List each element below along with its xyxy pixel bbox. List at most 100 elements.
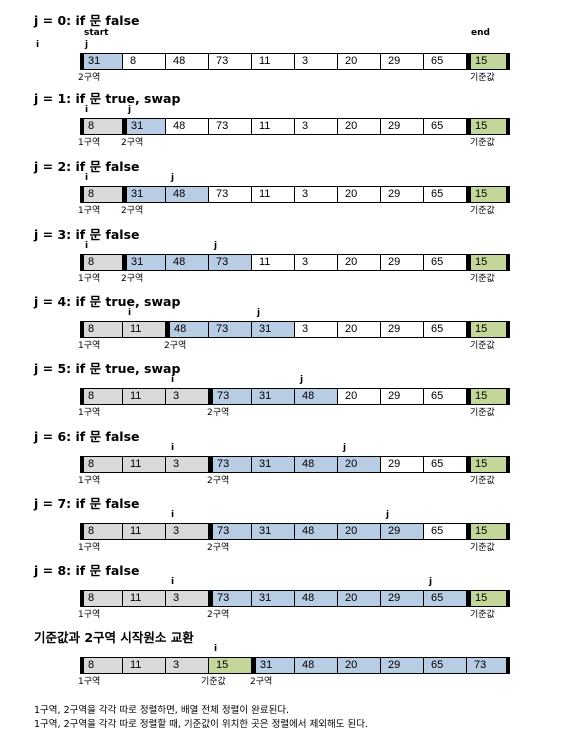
array-cell: 3 xyxy=(295,254,338,271)
array-cell: 8 xyxy=(80,523,123,540)
array-cell: 31 xyxy=(252,456,295,473)
j-pointer: j xyxy=(214,241,218,251)
array-cell: 65 xyxy=(424,456,467,473)
step-title: j = 4: if 문 true, swap xyxy=(34,294,181,309)
i-pointer: i xyxy=(85,173,89,183)
array-cell: 29 xyxy=(381,657,424,674)
array-cell: 11 xyxy=(123,388,166,405)
region1-label: 1구역 xyxy=(78,408,101,418)
array-cell: 65 xyxy=(424,186,467,203)
array-cell: 29 xyxy=(381,590,424,607)
pivot-label: 기준값 xyxy=(470,274,495,284)
array-cell: 20 xyxy=(338,118,381,135)
array-cell: 15 xyxy=(467,456,510,473)
j-pointer: j xyxy=(429,577,433,587)
j-pointer: j xyxy=(128,105,132,115)
step-title: j = 1: if 문 true, swap xyxy=(34,91,181,106)
pivot-label: 기준값 xyxy=(201,677,226,687)
pivot-label: 기준값 xyxy=(470,543,495,553)
array-cell: 20 xyxy=(338,254,381,271)
i-pointer: i xyxy=(214,644,218,654)
array-cell: 3 xyxy=(295,118,338,135)
array-cell: 48 xyxy=(295,456,338,473)
region1-label: 1구역 xyxy=(78,476,101,486)
array-cell: 73 xyxy=(209,590,252,607)
array-cell: 3 xyxy=(295,321,338,338)
array-cell: 31 xyxy=(252,523,295,540)
array-cell: 31 xyxy=(123,254,166,271)
array-cell: 65 xyxy=(424,118,467,135)
array-cell: 20 xyxy=(338,657,381,674)
array-cell: 8 xyxy=(80,254,123,271)
array-cell: 48 xyxy=(166,118,209,135)
step-title: j = 5: if 문 true, swap xyxy=(34,361,181,376)
array-cell: 48 xyxy=(166,186,209,203)
pivot-label: 기준값 xyxy=(470,476,495,486)
region1-label: 1구역 xyxy=(78,543,101,553)
j-pointer: j xyxy=(257,308,261,318)
array-cell: 31 xyxy=(252,388,295,405)
step-title: j = 8: if 문 false xyxy=(34,563,140,578)
array-cell: 11 xyxy=(123,523,166,540)
array-row: 8 31 48 73 11 3 20 29 65 15 xyxy=(80,118,510,135)
array-cell: 3 xyxy=(166,456,209,473)
array-cell: 8 xyxy=(80,456,123,473)
array-cell: 3 xyxy=(166,590,209,607)
array-row: 31 8 48 73 11 3 20 29 65 15 xyxy=(80,53,510,70)
region2-label: 2구역 xyxy=(78,73,101,83)
region1-label: 1구역 xyxy=(78,138,101,148)
pivot-label: 기준값 xyxy=(470,341,495,351)
i-pointer: i xyxy=(171,510,175,520)
region1-label: 1구역 xyxy=(78,341,101,351)
array-cell: 73 xyxy=(209,321,252,338)
array-cell: 31 xyxy=(123,118,166,135)
array-cell: 65 xyxy=(424,53,467,70)
array-cell: 3 xyxy=(295,186,338,203)
array-cell: 29 xyxy=(381,321,424,338)
array-cell: 8 xyxy=(123,53,166,70)
array-cell: 15 xyxy=(467,388,510,405)
array-row: 8 11 3 73 31 48 20 29 65 15 xyxy=(80,590,510,607)
region1-label: 1구역 xyxy=(78,610,101,620)
array-cell: 11 xyxy=(252,186,295,203)
array-cell: 11 xyxy=(252,254,295,271)
array-cell: 29 xyxy=(381,118,424,135)
pivot-label: 기준값 xyxy=(470,610,495,620)
j-pointer: j xyxy=(386,510,390,520)
start-label: start xyxy=(84,28,109,38)
array-cell: 8 xyxy=(80,186,123,203)
array-cell: 48 xyxy=(295,388,338,405)
array-cell: 29 xyxy=(381,523,424,540)
array-cell: 31 xyxy=(252,321,295,338)
j-pointer: j xyxy=(171,173,175,183)
array-cell: 20 xyxy=(338,388,381,405)
array-cell: 48 xyxy=(295,590,338,607)
array-cell: 20 xyxy=(338,523,381,540)
pivot-label: 기준값 xyxy=(470,138,495,148)
i-pointer: i xyxy=(128,308,132,318)
array-cell: 3 xyxy=(166,388,209,405)
end-label: end xyxy=(471,28,490,38)
region2-label: 2구역 xyxy=(207,543,230,553)
array-cell: 65 xyxy=(424,388,467,405)
array-cell: 31 xyxy=(252,657,295,674)
array-cell: 11 xyxy=(123,456,166,473)
array-cell: 73 xyxy=(209,53,252,70)
array-cell: 73 xyxy=(209,523,252,540)
array-cell: 15 xyxy=(209,657,252,674)
region2-label: 2구역 xyxy=(164,341,187,351)
array-cell: 8 xyxy=(80,590,123,607)
array-cell: 29 xyxy=(381,388,424,405)
array-cell: 15 xyxy=(467,321,510,338)
i-pointer: i xyxy=(36,40,40,50)
array-row: 8 11 3 73 31 48 20 29 65 15 xyxy=(80,456,510,473)
array-cell: 31 xyxy=(252,590,295,607)
array-row: 8 31 48 73 11 3 20 29 65 15 xyxy=(80,186,510,203)
array-cell: 29 xyxy=(381,186,424,203)
array-cell: 8 xyxy=(80,388,123,405)
array-cell: 73 xyxy=(209,388,252,405)
array-cell: 29 xyxy=(381,456,424,473)
array-cell: 20 xyxy=(338,186,381,203)
array-cell: 48 xyxy=(166,254,209,271)
array-cell: 31 xyxy=(80,53,123,70)
